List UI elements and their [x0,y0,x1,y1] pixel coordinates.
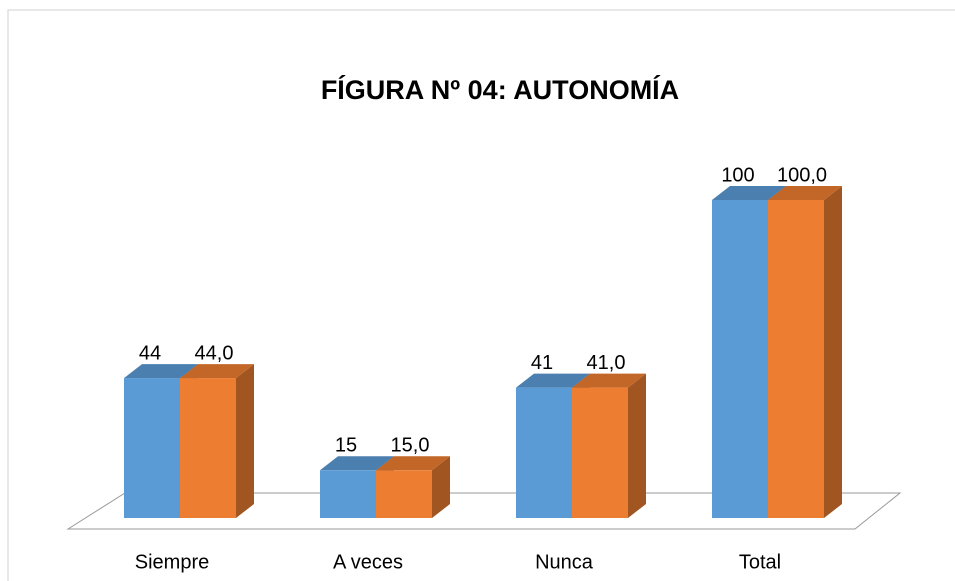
bar-top [712,186,786,200]
bar [768,200,824,518]
x-tick-label: Nunca [535,551,594,573]
data-label: 41,0 [587,352,626,374]
data-label: 44 [139,342,161,364]
bar [572,387,628,518]
bar-top [376,456,450,471]
bar-side [824,186,842,518]
bar [376,470,432,518]
x-tick-label: A veces [333,551,403,573]
bar-top [180,364,254,379]
data-label: 15 [335,435,357,457]
bar [180,378,236,518]
bar-side [236,364,254,518]
data-label: 15,0 [391,435,430,457]
bar-top [572,373,646,388]
bar-side [432,456,450,518]
chart-title: FÍGURA Nº 04: AUTONOMÍA [321,74,679,105]
bar [124,378,180,518]
data-label: 100 [721,164,754,186]
bar-top [516,373,590,388]
data-label: 41 [531,352,553,374]
bar [516,387,572,518]
bar-top [320,456,394,471]
data-label: 100,0 [777,164,827,186]
bar [320,470,376,518]
bar-top [768,186,842,200]
x-tick-label: Siempre [135,551,209,573]
x-tick-label: Total [739,551,781,573]
bar-top [124,364,198,379]
bar [712,200,768,518]
floor [66,492,902,530]
data-label: 44,0 [195,342,234,364]
bar-side [628,373,646,518]
